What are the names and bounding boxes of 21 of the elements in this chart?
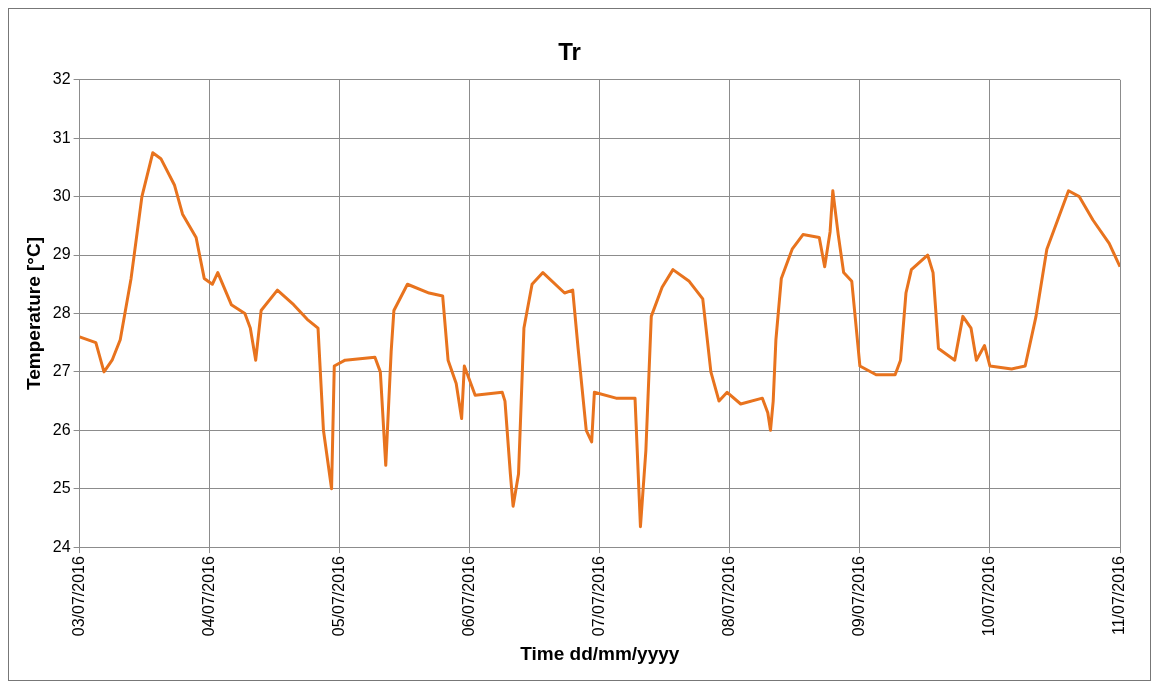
x-tick-label: 10/07/2016 [980, 556, 998, 637]
y-axis-title: Temperature [°C] [22, 236, 44, 390]
y-tick-label: 28 [52, 303, 71, 321]
chart-title: Tr [558, 38, 581, 66]
x-tick-label: 05/07/2016 [330, 556, 348, 637]
y-tick-label: 31 [52, 128, 71, 146]
y-tick-label: 29 [52, 245, 71, 263]
x-axis-title: Time dd/mm/yyyy [520, 642, 680, 664]
x-tick-label: 04/07/2016 [200, 556, 218, 637]
x-tick-label: 03/07/2016 [70, 556, 87, 637]
y-tick-label: 24 [52, 537, 71, 555]
x-tick-label: 08/07/2016 [720, 556, 738, 637]
y-tick-label: 30 [52, 187, 71, 205]
y-tick-label: 25 [52, 479, 71, 497]
x-tick-label: 06/07/2016 [460, 556, 478, 637]
y-tick-label: 32 [52, 70, 71, 88]
x-tick-label: 09/07/2016 [850, 556, 868, 637]
y-tick-label: 27 [52, 362, 71, 380]
x-tick-label: 07/07/2016 [590, 556, 608, 637]
x-tick-label: 11/07/2016 [1110, 556, 1128, 636]
y-tick-label: 26 [52, 420, 71, 438]
